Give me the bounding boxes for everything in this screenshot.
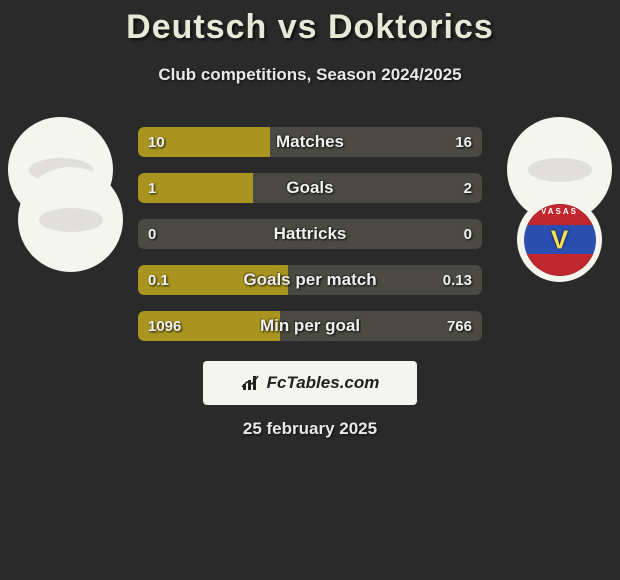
stat-value-right: 0 <box>464 219 472 249</box>
badge-placeholder-icon <box>36 205 106 235</box>
comparison-card: Deutsch vs Doktorics Club competitions, … <box>0 0 620 439</box>
footer-brand[interactable]: FcTables.com <box>203 361 417 405</box>
avatar-placeholder-icon <box>525 155 595 185</box>
vasas-logo-icon: VASAS V <box>524 204 596 276</box>
team-badge-left <box>18 167 123 272</box>
stat-value-right: 0.13 <box>443 265 472 295</box>
footer-brand-text: FcTables.com <box>267 373 380 393</box>
stat-row: 0Hattricks0 <box>138 219 482 249</box>
stat-label: Goals per match <box>138 265 482 295</box>
team-badge-right: VASAS V <box>517 197 602 282</box>
vasas-logo-text: VASAS <box>524 207 596 216</box>
page-title: Deutsch vs Doktorics <box>0 8 620 47</box>
stat-bars: 10Matches16 1Goals2 0Hattricks0 0.1Goals pe… <box>138 127 482 341</box>
chart-icon <box>241 374 261 392</box>
stat-label: Matches <box>138 127 482 157</box>
stat-label: Hattricks <box>138 219 482 249</box>
stat-row: 0.1Goals per match0.13 <box>138 265 482 295</box>
stat-row: 1Goals2 <box>138 173 482 203</box>
stat-value-right: 2 <box>464 173 472 203</box>
main-area: VASAS V 10Matches16 1Goals2 0Hattricks0 0.1… <box>0 127 620 341</box>
date-text: 25 february 2025 <box>0 419 620 439</box>
stat-value-right: 16 <box>455 127 472 157</box>
subtitle: Club competitions, Season 2024/2025 <box>0 65 620 85</box>
stat-row: 10Matches16 <box>138 127 482 157</box>
stat-value-right: 766 <box>447 311 472 341</box>
stat-label: Min per goal <box>138 311 482 341</box>
stat-row: 1096Min per goal766 <box>138 311 482 341</box>
stat-label: Goals <box>138 173 482 203</box>
